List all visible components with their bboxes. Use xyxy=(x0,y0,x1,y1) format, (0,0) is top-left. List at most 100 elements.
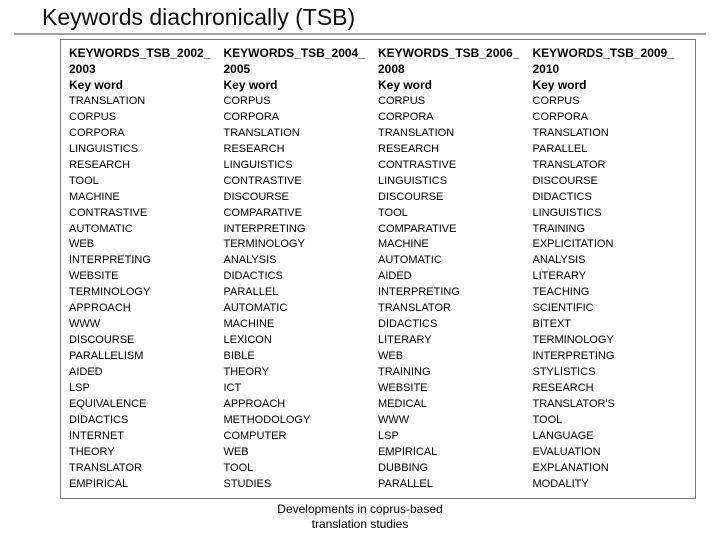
column-header-line1: KEYWORDS_TSB_2002_ xyxy=(69,46,224,61)
column-1: KEYWORDS_TSB_2004_2005Key wordCORPUSCORP… xyxy=(224,46,379,492)
keyword-item: LITERARY xyxy=(378,333,533,349)
keyword-item: CONTRASTIVE xyxy=(378,158,533,174)
keyword-item: MEDICAL xyxy=(378,397,533,413)
keyword-item: RESEARCH xyxy=(224,142,379,158)
keyword-item: WEB xyxy=(224,445,379,461)
keyword-label: Key word xyxy=(378,78,533,93)
keyword-item: DISCOURSE xyxy=(69,333,224,349)
keyword-item: AIDED xyxy=(378,269,533,285)
column-header-line1: KEYWORDS_TSB_2004_ xyxy=(224,46,379,61)
column-header-line1: KEYWORDS_TSB_2009_ xyxy=(533,46,688,61)
keyword-item: TOOL xyxy=(378,206,533,222)
keyword-item: CORPUS xyxy=(533,94,688,110)
keyword-item: MACHINE xyxy=(224,317,379,333)
keyword-item: BIBLE xyxy=(224,349,379,365)
keyword-item: PARALLEL xyxy=(533,142,688,158)
keyword-item: LSP xyxy=(69,381,224,397)
keyword-item: LITERARY xyxy=(533,269,688,285)
keyword-item: CORPUS xyxy=(224,94,379,110)
keyword-item: ANALYSIS xyxy=(533,253,688,269)
keyword-item: TERMINOLOGY xyxy=(224,237,379,253)
column-header-line2: 2005 xyxy=(224,62,379,77)
keyword-item: CORPUS xyxy=(378,94,533,110)
keyword-item: DISCOURSE xyxy=(378,190,533,206)
keyword-item: LINGUISTICS xyxy=(69,142,224,158)
keyword-item: CONTRASTIVE xyxy=(224,174,379,190)
keyword-item: PARALLEL xyxy=(224,285,379,301)
keyword-item: RESEARCH xyxy=(533,381,688,397)
keyword-label: Key word xyxy=(69,78,224,93)
keyword-item: DIDACTICS xyxy=(69,413,224,429)
title-wrap: Keywords diachronically (TSB) xyxy=(14,4,706,35)
keyword-item: EXPLANATION xyxy=(533,461,688,477)
keyword-item: COMPARATIVE xyxy=(378,222,533,238)
keyword-item: DIDACTICS xyxy=(224,269,379,285)
keyword-item: ANALYSIS xyxy=(224,253,379,269)
keyword-item: ICT xyxy=(224,381,379,397)
keyword-item: THEORY xyxy=(69,445,224,461)
keyword-item: MODALITY xyxy=(533,477,688,493)
keyword-item: PARALLEL xyxy=(378,477,533,493)
keyword-item: STYLISTICS xyxy=(533,365,688,381)
keyword-item: DISCOURSE xyxy=(224,190,379,206)
keyword-item: DUBBING xyxy=(378,461,533,477)
keyword-item: TRANSLATION xyxy=(378,126,533,142)
keyword-label: Key word xyxy=(224,78,379,93)
column-2: KEYWORDS_TSB_2006_2008Key wordCORPUSCORP… xyxy=(378,46,533,492)
keyword-item: TEACHING xyxy=(533,285,688,301)
keyword-item: INTERPRETING xyxy=(378,285,533,301)
keyword-item: LEXICON xyxy=(224,333,379,349)
keyword-item: EVALUATION xyxy=(533,445,688,461)
keyword-item: APPROACH xyxy=(224,397,379,413)
keyword-item: DIDACTICS xyxy=(533,190,688,206)
keyword-item: AUTOMATIC xyxy=(224,301,379,317)
keyword-item: CORPORA xyxy=(533,110,688,126)
column-header-line2: 2003 xyxy=(69,62,224,77)
column-header-line2: 2008 xyxy=(378,62,533,77)
keyword-item: EXPLICITATION xyxy=(533,237,688,253)
keyword-item: LINGUISTICS xyxy=(533,206,688,222)
footer-line-2: translation studies xyxy=(0,517,720,532)
keyword-item: METHODOLOGY xyxy=(224,413,379,429)
footer-line-1: Developments in coprus-based xyxy=(0,502,720,517)
keyword-item: TERMINOLOGY xyxy=(69,285,224,301)
keyword-item: WWW xyxy=(69,317,224,333)
keyword-item: AIDED xyxy=(69,365,224,381)
keyword-item: TRAINING xyxy=(533,222,688,238)
keyword-item: CORPORA xyxy=(224,110,379,126)
keyword-item: COMPUTER xyxy=(224,429,379,445)
keyword-item: TRANSLATION xyxy=(533,126,688,142)
keyword-item: TRAINING xyxy=(378,365,533,381)
keyword-item: INTERNET xyxy=(69,429,224,445)
keyword-item: DIDACTICS xyxy=(378,317,533,333)
keyword-item: AUTOMATIC xyxy=(69,222,224,238)
keyword-item: CONTRASTIVE xyxy=(69,206,224,222)
keyword-item: WEB xyxy=(378,349,533,365)
keyword-item: DISCOURSE xyxy=(533,174,688,190)
keyword-item: TERMINOLOGY xyxy=(533,333,688,349)
keyword-item: EQUIVALENCE xyxy=(69,397,224,413)
keyword-item: WEB xyxy=(69,237,224,253)
keyword-item: STUDIES xyxy=(224,477,379,493)
keyword-item: TRANSLATOR xyxy=(69,461,224,477)
keyword-item: RESEARCH xyxy=(69,158,224,174)
keyword-item: TOOL xyxy=(224,461,379,477)
keyword-item: MACHINE xyxy=(69,190,224,206)
keyword-item: PARALLELISM xyxy=(69,349,224,365)
keyword-item: AUTOMATIC xyxy=(378,253,533,269)
columns-row: KEYWORDS_TSB_2002_2003Key wordTRANSLATIO… xyxy=(69,46,687,492)
keyword-item: EMPIRICAL xyxy=(378,445,533,461)
keyword-item: WEBSITE xyxy=(69,269,224,285)
keyword-item: RESEARCH xyxy=(378,142,533,158)
keyword-item: CORPUS xyxy=(69,110,224,126)
keyword-item: MACHINE xyxy=(378,237,533,253)
keyword-item: CORPORA xyxy=(378,110,533,126)
column-0: KEYWORDS_TSB_2002_2003Key wordTRANSLATIO… xyxy=(69,46,224,492)
keyword-item: TRANSLATOR xyxy=(533,158,688,174)
keyword-label: Key word xyxy=(533,78,688,93)
keyword-item: INTERPRETING xyxy=(69,253,224,269)
footer-caption: Developments in coprus-based translation… xyxy=(0,502,720,532)
keyword-item: TRANSLATOR'S xyxy=(533,397,688,413)
column-header-line2: 2010 xyxy=(533,62,688,77)
keyword-item: INTERPRETING xyxy=(224,222,379,238)
